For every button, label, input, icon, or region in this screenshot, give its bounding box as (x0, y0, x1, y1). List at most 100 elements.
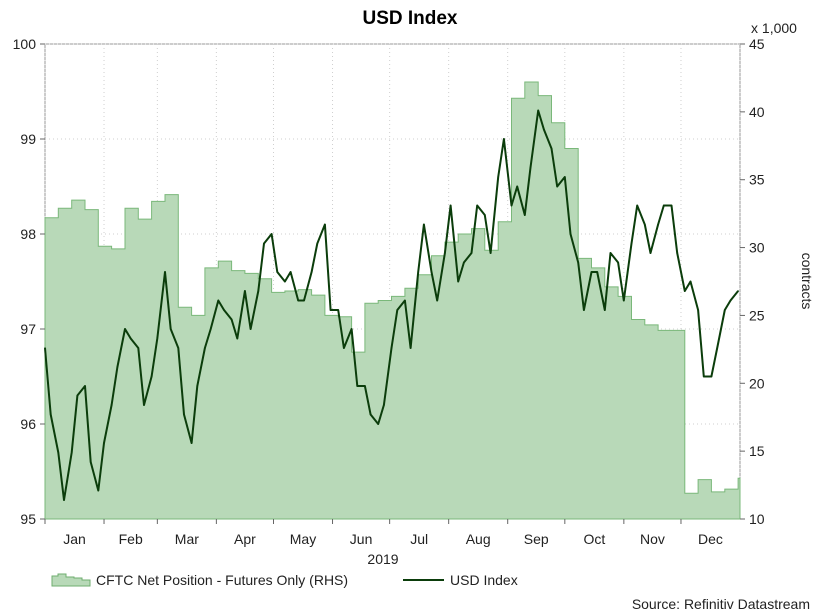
usd-index-point (644, 223, 646, 226)
usd-index-point (537, 109, 539, 112)
usd-index-point (444, 252, 446, 254)
chart-title: USD Index (362, 8, 457, 29)
usd-index-point (409, 347, 412, 349)
usd-index-point (670, 204, 673, 207)
usd-index-point (676, 252, 678, 254)
x-tick-label: Mar (175, 531, 199, 547)
right-tick-label: 45 (749, 36, 765, 52)
x-tick-label: Sep (524, 531, 549, 547)
usd-index-point (564, 176, 566, 178)
usd-index-point (343, 347, 345, 349)
usd-index-point (569, 233, 572, 235)
usd-index-point (156, 337, 159, 340)
usd-index-point (689, 280, 692, 283)
right-tick-label: 35 (749, 172, 765, 188)
usd-index-point (84, 385, 86, 387)
usd-index-point (423, 223, 425, 226)
usd-index-point (57, 451, 60, 454)
usd-index-point (623, 299, 625, 302)
usd-index-point (110, 404, 113, 406)
usd-index-point (710, 375, 713, 378)
usd-index-point (716, 347, 718, 349)
usd-index-point (583, 309, 585, 311)
x-tick-label: Jan (63, 531, 86, 547)
usd-index-point (137, 347, 140, 349)
usd-index-point (190, 442, 193, 444)
x-tick-label: Jul (410, 531, 428, 547)
usd-index-point (697, 309, 699, 311)
usd-index-point (497, 176, 500, 178)
right-axis-ticks: 10 15 20 25 30 35 40 45 (740, 36, 765, 527)
right-tick-label: 30 (749, 240, 765, 256)
usd-index-point (630, 242, 633, 245)
usd-index-point (276, 271, 279, 273)
usd-index-point (183, 413, 185, 416)
usd-index-point (663, 204, 665, 207)
usd-index-point (116, 366, 119, 368)
usd-index-point (257, 290, 260, 292)
usd-index-point (524, 214, 526, 216)
usd-index-point (177, 347, 180, 349)
usd-index-point (249, 328, 252, 330)
year-label: 2019 (367, 551, 398, 567)
usd-index-point (63, 499, 65, 501)
usd-index-point (449, 204, 452, 207)
usd-index-point (316, 242, 319, 245)
usd-index-point (89, 461, 92, 463)
usd-index-point (350, 328, 353, 330)
usd-index-point (236, 337, 239, 340)
usd-index-point (596, 271, 598, 273)
usd-index-point (76, 394, 79, 397)
usd-index-point (590, 271, 593, 273)
legend: CFTC Net Position - Futures Only (RHS) U… (51, 572, 518, 588)
usd-index-point (303, 299, 305, 302)
x-tick-label: Nov (640, 531, 665, 547)
usd-index-point (270, 233, 273, 235)
usd-index-point (617, 261, 619, 264)
right-axis-label: contracts (799, 253, 815, 310)
usd-index-point (636, 204, 638, 207)
usd-index-point (684, 290, 686, 292)
usd-index-point (289, 271, 292, 273)
usd-index-point (463, 261, 465, 264)
x-tick-label: Jun (350, 531, 373, 547)
usd-index-point (204, 347, 206, 349)
usd-index-point (503, 138, 505, 140)
legend-area-swatch (51, 573, 91, 587)
usd-index-point (516, 185, 518, 188)
usd-index-point (49, 413, 52, 416)
right-tick-label: 25 (749, 307, 765, 323)
usd-index-point (244, 290, 246, 292)
usd-index-point (430, 271, 433, 273)
x-tick-label: Feb (119, 531, 143, 547)
usd-index-point (657, 223, 659, 226)
usd-index-point (457, 280, 460, 283)
usd-index-point (609, 252, 612, 254)
x-tick-label: May (290, 531, 316, 547)
left-axis-ticks: 95 96 97 98 99 100 (13, 36, 45, 527)
usd-index-point (577, 261, 579, 264)
x-tick-label: Dec (698, 531, 723, 547)
usd-index-point (169, 328, 172, 330)
usd-index-point (103, 442, 105, 444)
usd-index-point (129, 337, 132, 340)
usd-index-point (724, 309, 726, 311)
usd-index-point (364, 385, 366, 387)
usd-index-point (164, 271, 166, 273)
plot-area (44, 43, 741, 520)
usd-index-point (604, 309, 606, 311)
usd-index-point (297, 299, 300, 302)
left-tick-label: 95 (20, 511, 36, 527)
usd-index-point (404, 299, 406, 302)
usd-index-point (737, 290, 739, 292)
usd-index-point (337, 309, 340, 311)
left-tick-label: 99 (20, 131, 36, 147)
x-axis-ticks: Jan Feb Mar Apr May Jun Jul Aug Sep Oct Nov Dec (44, 519, 723, 547)
source-note: Source: Refinitiv Datastream (632, 596, 810, 612)
usd-index-point (556, 185, 558, 188)
usd-index-point (209, 328, 212, 330)
x-tick-label: Oct (583, 531, 605, 547)
multiplier-label: x 1,000 (751, 20, 797, 36)
usd-index-point (150, 375, 153, 378)
